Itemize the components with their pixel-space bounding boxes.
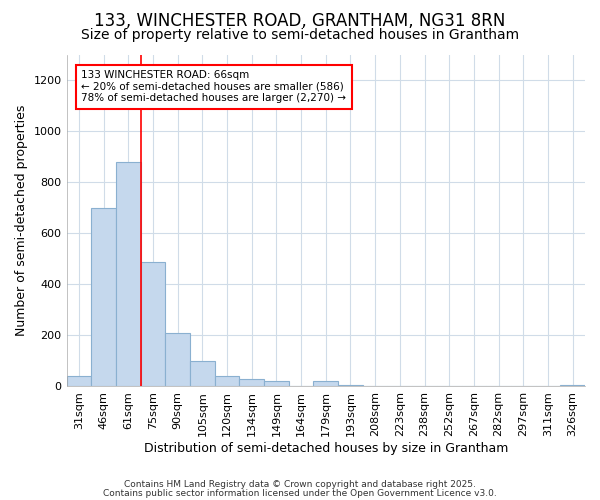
Bar: [116, 162, 140, 386]
Bar: [338, 385, 363, 386]
Bar: [264, 382, 289, 386]
Bar: [215, 376, 239, 386]
Text: Contains public sector information licensed under the Open Government Licence v3: Contains public sector information licen…: [103, 488, 497, 498]
Bar: [560, 385, 585, 386]
Bar: [67, 376, 91, 386]
Text: 133 WINCHESTER ROAD: 66sqm
← 20% of semi-detached houses are smaller (586)
78% o: 133 WINCHESTER ROAD: 66sqm ← 20% of semi…: [82, 70, 346, 104]
X-axis label: Distribution of semi-detached houses by size in Grantham: Distribution of semi-detached houses by …: [143, 442, 508, 455]
Bar: [239, 379, 264, 386]
Bar: [140, 262, 165, 386]
Bar: [313, 382, 338, 386]
Text: Contains HM Land Registry data © Crown copyright and database right 2025.: Contains HM Land Registry data © Crown c…: [124, 480, 476, 489]
Bar: [190, 361, 215, 386]
Y-axis label: Number of semi-detached properties: Number of semi-detached properties: [15, 105, 28, 336]
Bar: [91, 208, 116, 386]
Text: Size of property relative to semi-detached houses in Grantham: Size of property relative to semi-detach…: [81, 28, 519, 42]
Bar: [165, 333, 190, 386]
Text: 133, WINCHESTER ROAD, GRANTHAM, NG31 8RN: 133, WINCHESTER ROAD, GRANTHAM, NG31 8RN: [94, 12, 506, 30]
